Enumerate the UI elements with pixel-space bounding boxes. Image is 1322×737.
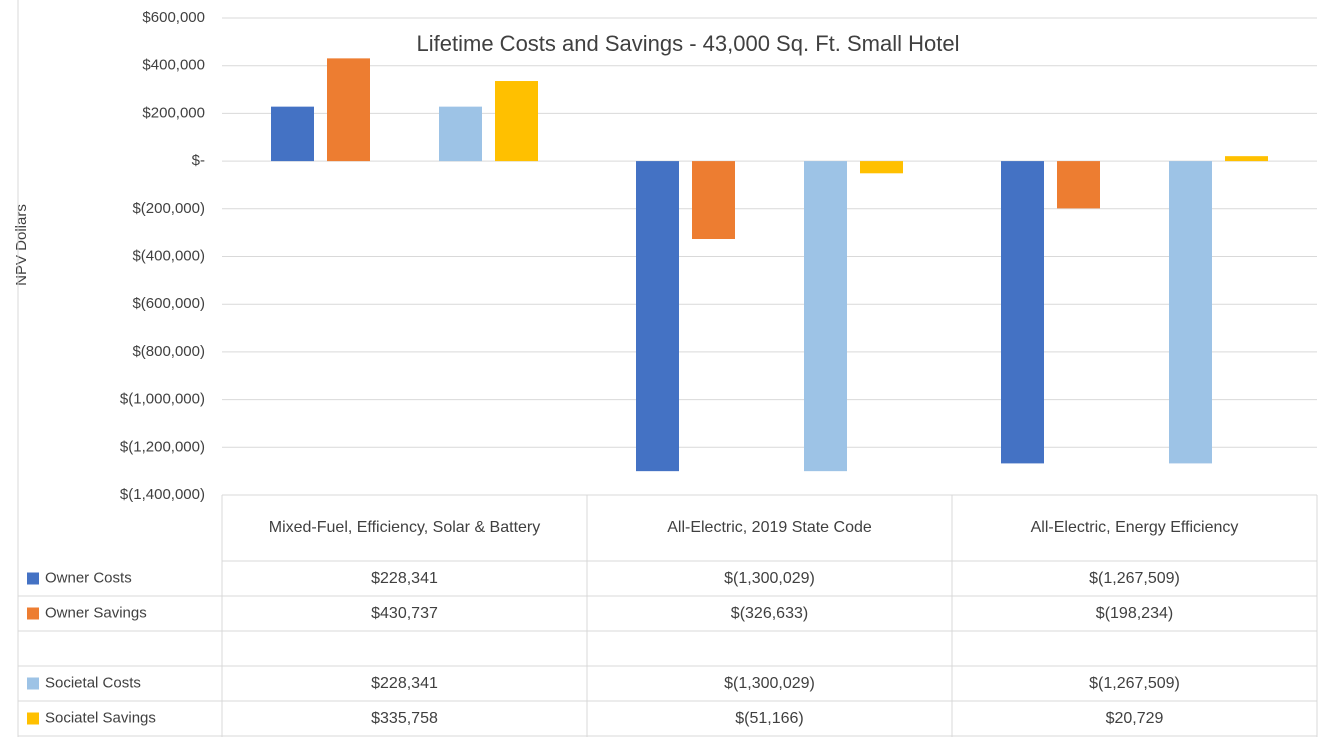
y-axis-label: NPV Dollars bbox=[13, 204, 30, 286]
value-label-box: $(1,300,029) bbox=[724, 569, 815, 587]
bar bbox=[804, 161, 847, 472]
legend-key bbox=[27, 712, 39, 725]
x-tick-label: All-Electric, 2019 State Code bbox=[667, 519, 872, 537]
legend-key bbox=[27, 607, 39, 620]
y-tick-label: $(400,000) bbox=[132, 247, 205, 264]
value-label-box: $228,341 bbox=[371, 569, 438, 587]
value-label-box: $228,341 bbox=[371, 674, 438, 692]
value-label-box: $430,737 bbox=[371, 604, 438, 622]
bar bbox=[1057, 161, 1100, 209]
y-tick-label: $600,000 bbox=[142, 9, 205, 26]
y-tick-label: $(1,200,000) bbox=[120, 438, 205, 455]
value-label: $228,341 bbox=[371, 569, 438, 587]
value-label: $(1,267,509) bbox=[1089, 674, 1180, 692]
chart-title: Lifetime Costs and Savings - 43,000 Sq. … bbox=[417, 31, 960, 56]
legend-key bbox=[27, 572, 39, 585]
value-label: $(198,234) bbox=[1095, 604, 1174, 622]
y-tick-label: $(1,400,000) bbox=[120, 486, 205, 503]
legend-label: Owner Costs bbox=[45, 569, 132, 586]
value-label: $(51,166) bbox=[735, 709, 804, 727]
bar bbox=[495, 81, 538, 162]
value-label-box: $335,758 bbox=[371, 709, 438, 727]
bar bbox=[271, 106, 314, 162]
x-tick-label-box: All-Electric, 2019 State Code bbox=[667, 519, 872, 537]
legend-label: Owner Savings bbox=[45, 604, 147, 621]
legend-label: Societal Costs bbox=[45, 674, 141, 691]
bar bbox=[636, 161, 679, 472]
value-label-box: $(198,234) bbox=[1095, 604, 1174, 622]
value-label: $(326,633) bbox=[730, 604, 809, 622]
legend-key bbox=[27, 677, 39, 690]
y-tick-label: $(800,000) bbox=[132, 343, 205, 360]
y-tick-label: $(1,000,000) bbox=[120, 391, 205, 408]
value-label-box: $(326,633) bbox=[730, 604, 809, 622]
bar bbox=[327, 58, 370, 162]
y-tick-label: $(200,000) bbox=[132, 200, 205, 217]
value-label: $(1,267,509) bbox=[1089, 569, 1180, 587]
value-label-box: $20,729 bbox=[1105, 709, 1164, 727]
bar bbox=[1001, 161, 1044, 464]
bar bbox=[1225, 156, 1268, 162]
bar bbox=[860, 161, 903, 174]
x-tick-label-box: Mixed-Fuel, Efficiency, Solar & Battery bbox=[268, 519, 541, 537]
bar bbox=[692, 161, 735, 240]
value-label-box: $(51,166) bbox=[735, 709, 804, 727]
value-label-box: $(1,267,509) bbox=[1089, 674, 1180, 692]
y-tick-label: $- bbox=[192, 152, 205, 169]
y-tick-label: $200,000 bbox=[142, 104, 205, 121]
y-tick-label: $(600,000) bbox=[132, 295, 205, 312]
value-label-box: $(1,300,029) bbox=[724, 674, 815, 692]
x-tick-label-box: All-Electric, Energy Efficiency bbox=[1030, 519, 1239, 537]
value-label: $335,758 bbox=[371, 709, 438, 727]
value-label-box: $(1,267,509) bbox=[1089, 569, 1180, 587]
y-tick-label: $400,000 bbox=[142, 57, 205, 74]
x-tick-label: All-Electric, Energy Efficiency bbox=[1030, 519, 1239, 537]
bar bbox=[1169, 161, 1212, 464]
bar bbox=[439, 106, 482, 162]
value-label: $(1,300,029) bbox=[724, 674, 815, 692]
value-label: $430,737 bbox=[371, 604, 438, 622]
value-label: $(1,300,029) bbox=[724, 569, 815, 587]
value-label: $228,341 bbox=[371, 674, 438, 692]
x-tick-label: Mixed-Fuel, Efficiency, Solar & Battery bbox=[268, 519, 541, 537]
legend-label: Sociatel Savings bbox=[45, 709, 156, 726]
value-label: $20,729 bbox=[1105, 709, 1164, 727]
